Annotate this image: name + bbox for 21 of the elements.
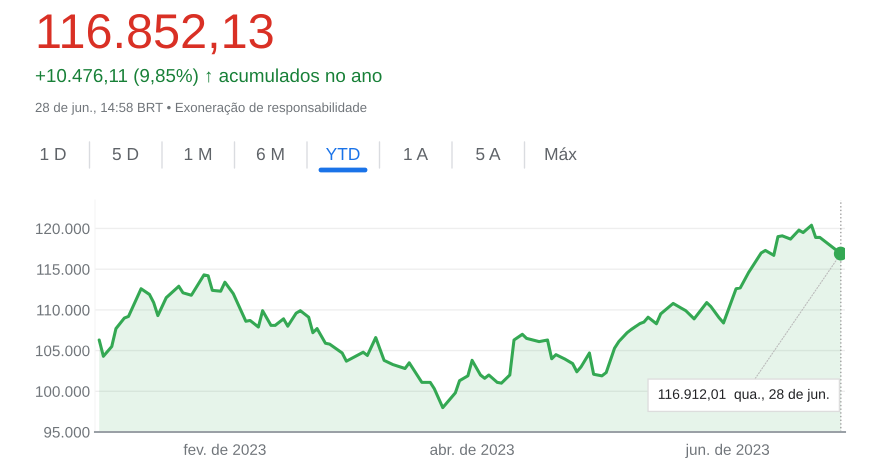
x-tick-label: abr. de 2023	[430, 444, 514, 456]
annotation: 116.912,01 qua., 28 de jun.	[658, 388, 828, 402]
y-tick-label: 95.000	[44, 426, 90, 438]
text: 6 M	[256, 148, 284, 160]
x-tick-label: jun. de 2023	[685, 444, 770, 458]
text: Máx	[546, 147, 577, 160]
y-tick-label: 105.000	[36, 345, 90, 356]
text: 28 de jun., 14:58 BRT • Exoneração de responsabilidade	[36, 102, 366, 115]
text: 1 D	[40, 148, 66, 160]
y-tick-label: 100.000	[36, 386, 90, 397]
y-tick-label: 120.000	[36, 223, 90, 234]
text: 5 D	[112, 148, 138, 160]
text: 1 A	[404, 148, 428, 160]
text: 1 M	[184, 148, 212, 160]
chart-subtitle: +10.476,11 (9,85%) ↑ acumulados no ano	[36, 68, 382, 86]
text: YTD	[326, 148, 360, 160]
text: 5 A	[476, 148, 501, 160]
chart-title: 116.852,13	[38, 14, 273, 54]
y-tick-label: 115.000	[37, 264, 90, 275]
y-tick-label: 110.000	[37, 304, 90, 316]
x-tick-label: fev. de 2023	[184, 444, 266, 456]
